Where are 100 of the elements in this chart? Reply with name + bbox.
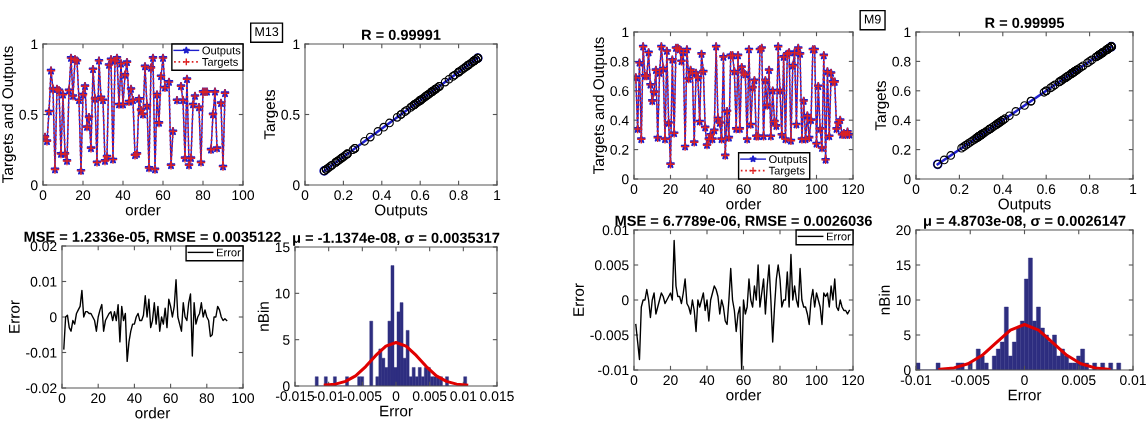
legend-label: Error [827, 232, 851, 241]
legend-label: Outputs [769, 155, 808, 166]
x-tick-label: 0 [630, 184, 638, 195]
x-tick-label: 0.6 [411, 190, 430, 201]
chart-title: μ = -1.1374e-08, σ = 0.0035317 [293, 232, 500, 246]
y-tick-label: 5 [282, 335, 290, 345]
y-tick-label: 0 [621, 295, 629, 306]
y-axis-title: Error [9, 300, 20, 333]
x-tick-label: 60 [736, 375, 751, 386]
x-tick-label: 0.8 [449, 190, 468, 201]
y-tick-label: -0.01 [598, 365, 629, 376]
y-tick-label: 1 [293, 39, 300, 50]
y-axis-title: Targets [875, 81, 890, 131]
x-tick-label: 20 [91, 393, 106, 404]
x-tick-label: -0.01 [313, 391, 344, 402]
x-tick-label: 0 [912, 184, 920, 195]
x-tick-label: 120 [842, 184, 865, 195]
x-tick-label: 40 [699, 375, 715, 386]
y-axis-title: Targets [264, 90, 279, 140]
x-axis-title: Error [1008, 389, 1042, 401]
chart-title: μ = 4.8703e-08, σ = 0.0026147 [924, 215, 1126, 229]
text: M9 [864, 14, 881, 24]
x-tick-label: 0.8 [1080, 184, 1099, 195]
x-tick-label: 80 [195, 190, 211, 201]
x-tick-label: 40 [699, 184, 715, 195]
y-tick-label: 0 [903, 174, 911, 185]
x-tick-label: 0 [392, 391, 400, 402]
x-tick-label: 60 [163, 393, 178, 404]
y-tick-label: 0.6 [610, 86, 629, 96]
x-axis-title: Outputs [374, 204, 428, 219]
legend-label: Targets [768, 166, 805, 177]
x-tick-label: -0.005 [343, 391, 382, 402]
x-tick-label: 0.2 [950, 184, 969, 195]
x-tick-label: 0 [1021, 375, 1028, 386]
x-axis-title: order [726, 389, 762, 401]
y-tick-label: 1 [31, 39, 38, 50]
legend-label: Outputs [202, 46, 241, 57]
x-tick-label: 100 [805, 184, 828, 195]
x-tick-label: 80 [772, 375, 788, 386]
x-tick-label: 0.015 [480, 391, 514, 402]
y-tick-label: 0 [621, 174, 629, 185]
x-tick-label: 40 [127, 393, 142, 404]
x-axis-title: Outputs [998, 198, 1051, 213]
y-tick-label: 0.5 [19, 109, 38, 120]
y-axis-title: Targets and Outputs [592, 37, 608, 174]
x-tick-label: 100 [232, 393, 255, 404]
x-tick-label: 1 [1130, 184, 1137, 194]
x-tick-label: 100 [805, 375, 828, 386]
y-tick-label: 0.8 [610, 56, 629, 67]
y-tick-label: 0 [49, 312, 57, 323]
y-tick-label: -0.01 [26, 347, 57, 358]
y-tick-label: 0.4 [610, 115, 629, 126]
x-axis-title: order [135, 407, 171, 419]
x-axis-title: order [726, 198, 762, 210]
y-axis-title: nBin [257, 302, 269, 331]
y-tick-label: 1 [622, 27, 629, 38]
x-tick-label: -0.005 [951, 375, 990, 386]
y-tick-label: 0.005 [594, 260, 629, 271]
y-tick-label: 10 [896, 295, 911, 306]
x-tick-label: 20 [663, 184, 678, 195]
x-tick-label: 60 [155, 190, 171, 201]
x-tick-label: 0.01 [450, 391, 477, 402]
x-axis-title: order [125, 204, 161, 216]
x-tick-label: -0.015 [275, 391, 315, 402]
x-tick-label: 20 [663, 375, 678, 386]
legend-label: Targets [202, 58, 238, 69]
text: M13 [255, 27, 279, 37]
x-tick-label: 0 [630, 375, 638, 386]
x-tick-label: 40 [115, 190, 131, 201]
y-tick-label: 15 [275, 242, 290, 253]
x-axis-title: Error [380, 405, 413, 417]
x-tick-label: 0.005 [412, 391, 447, 402]
x-tick-label: 0.4 [372, 190, 392, 201]
x-tick-label: 120 [842, 375, 865, 386]
y-tick-label: 0 [903, 365, 911, 376]
y-axis-title: Targets and Outputs [1, 46, 17, 183]
legend-label: Error [217, 248, 241, 257]
y-tick-label: 20 [896, 225, 911, 236]
x-tick-label: 20 [75, 190, 91, 201]
y-tick-label: 0.2 [892, 144, 911, 155]
y-axis-title: Error [573, 283, 584, 316]
x-tick-label: 100 [232, 190, 255, 201]
y-tick-label: 0.4 [892, 115, 911, 126]
y-tick-label: -0.005 [590, 330, 629, 341]
x-tick-label: 0.005 [1061, 375, 1096, 386]
chart-title: R = 0.99991 [362, 29, 441, 40]
x-tick-label: 60 [736, 184, 751, 195]
y-tick-label: 5 [903, 330, 911, 341]
y-tick-label: 0.5 [281, 109, 300, 120]
y-tick-label: 0.01 [30, 276, 57, 287]
x-tick-label: 80 [199, 393, 214, 404]
y-tick-label: 1 [904, 27, 911, 38]
y-tick-label: 0.6 [892, 86, 911, 96]
x-tick-label: 1 [494, 190, 501, 200]
y-tick-label: 0.2 [610, 144, 629, 155]
y-tick-label: 15 [896, 260, 911, 271]
x-tick-label: 0 [301, 190, 309, 201]
y-tick-label: 0.8 [892, 56, 911, 67]
x-tick-label: 0.6 [1037, 184, 1056, 195]
x-tick-label: 0 [58, 393, 66, 404]
